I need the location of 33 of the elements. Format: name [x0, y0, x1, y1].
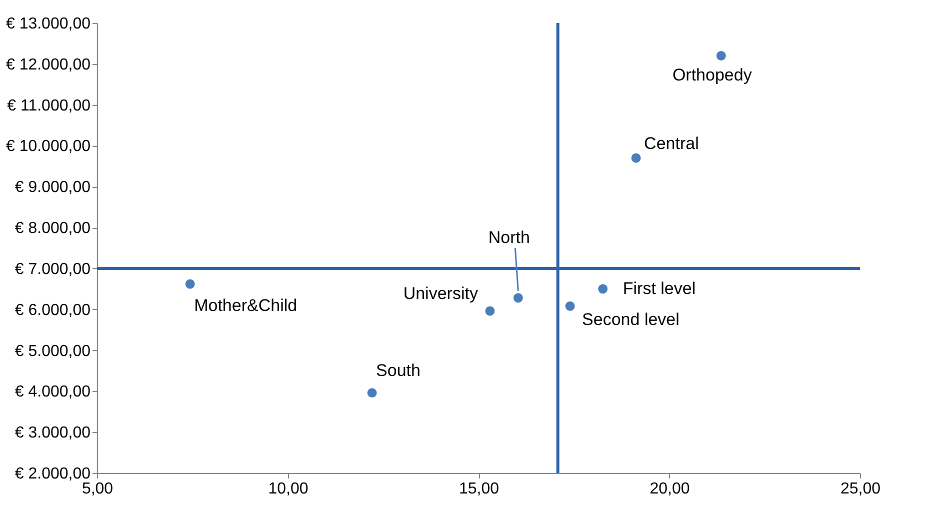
y-tick-label: € 11.000,00 — [7, 97, 91, 114]
annotation: Mother&Child — [194, 296, 298, 315]
y-tick-label: € 2.000,00 — [14, 466, 91, 482]
y-tick-label: € 10.000,00 — [6, 138, 91, 156]
point — [513, 293, 523, 303]
annotation: Orthopedy — [672, 66, 752, 85]
y-tick-label: € 7.000,00 — [14, 260, 91, 278]
point — [367, 388, 377, 398]
point — [485, 306, 495, 316]
annotation: University — [403, 284, 478, 303]
x-tick-label: 5,00 — [82, 480, 114, 498]
annotation: North — [488, 228, 530, 247]
x-tick-label: 15,00 — [458, 480, 500, 498]
y-tick-label: € 6.000,00 — [14, 302, 91, 319]
x-tick-label: 20,00 — [650, 480, 690, 498]
y-tick-label: € 13.000,00 — [6, 16, 91, 32]
y-tick-label: € 4.000,00 — [14, 384, 91, 401]
annotation: Second level — [582, 310, 680, 330]
annotation: South — [376, 360, 420, 380]
y-tick-label: € 3.000,00 — [14, 424, 91, 442]
point — [631, 153, 641, 163]
y-tick-label: € 12.000,00 — [6, 56, 91, 74]
point — [598, 284, 608, 294]
y-tick-label: € 8.000,00 — [14, 220, 91, 238]
x-tick-label: 25,00 — [840, 480, 881, 498]
annotation: First level — [622, 278, 696, 298]
point — [565, 301, 575, 311]
annotation: Central — [644, 134, 699, 153]
point — [185, 279, 195, 289]
point — [716, 50, 726, 60]
y-tick-label: € 5.000,00 — [14, 342, 91, 360]
x-tick-label: 10,00 — [268, 480, 308, 498]
y-tick-label: € 9.000,00 — [14, 179, 91, 196]
